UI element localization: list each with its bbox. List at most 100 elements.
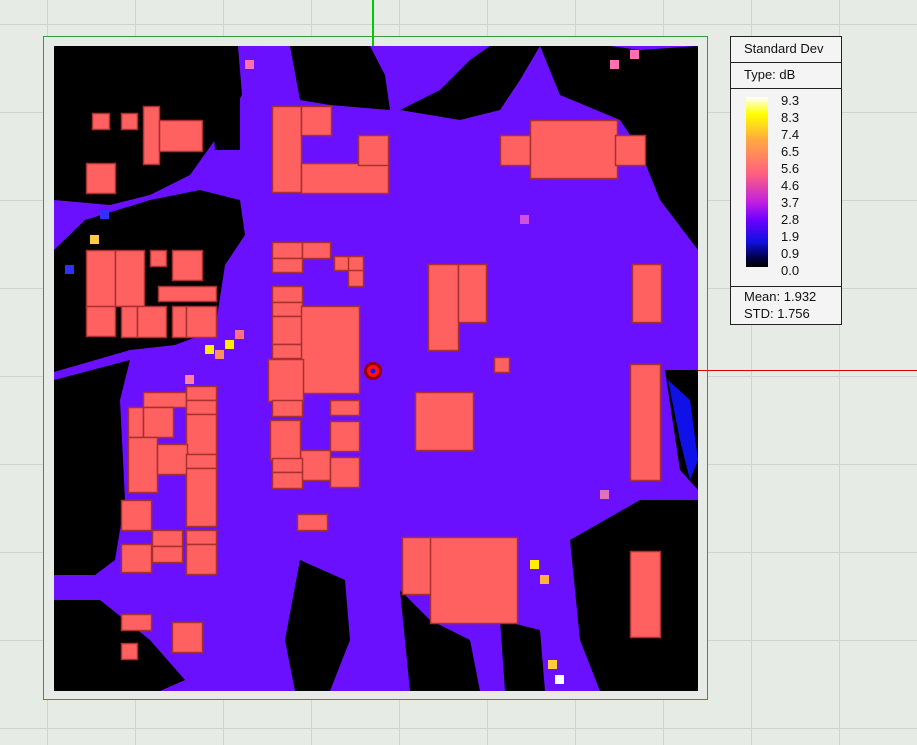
building xyxy=(136,305,168,339)
hotspot-cell xyxy=(520,215,529,224)
legend-tick: 3.7 xyxy=(781,195,800,210)
building xyxy=(114,249,146,308)
building xyxy=(333,255,351,272)
building xyxy=(91,112,111,131)
building xyxy=(329,456,361,489)
building xyxy=(357,134,390,167)
building xyxy=(157,285,218,303)
building xyxy=(271,343,304,360)
legend-tick: 2.8 xyxy=(781,212,800,227)
building xyxy=(529,119,619,180)
building xyxy=(185,529,218,546)
building xyxy=(171,305,188,339)
no-coverage-region xyxy=(285,560,350,691)
hotspot-cell xyxy=(185,375,194,384)
building xyxy=(631,263,663,324)
legend-stats: Mean: 1.932 STD: 1.756 xyxy=(731,286,841,322)
hotspot-cell xyxy=(235,330,244,339)
legend-tick: 1.9 xyxy=(781,229,800,244)
building xyxy=(85,162,117,195)
legend-tick: 0.9 xyxy=(781,246,800,261)
no-coverage-region xyxy=(500,620,545,691)
hotspot-cell xyxy=(205,345,214,354)
building xyxy=(151,545,184,564)
building xyxy=(185,453,218,470)
crosshair-vertical xyxy=(372,0,374,46)
building xyxy=(171,249,204,282)
legend-tick: 8.3 xyxy=(781,110,800,125)
building xyxy=(271,241,304,260)
no-coverage-region xyxy=(54,600,185,691)
building xyxy=(329,420,361,453)
hotspot-cell xyxy=(90,235,99,244)
hotspot-cell xyxy=(530,560,539,569)
building xyxy=(185,385,218,402)
hotspot-cell xyxy=(540,575,549,584)
building xyxy=(401,536,434,596)
building xyxy=(629,363,662,482)
legend-panel: Standard Dev Type: dB 9.3 8.3 7.4 6.5 5.… xyxy=(730,36,842,325)
building xyxy=(457,263,488,324)
transmitter-marker-icon xyxy=(370,368,376,374)
building xyxy=(269,419,302,462)
building xyxy=(271,457,304,474)
building xyxy=(267,358,305,403)
building xyxy=(300,305,361,395)
no-coverage-region xyxy=(400,46,540,120)
no-coverage-region xyxy=(210,90,240,150)
building xyxy=(271,301,304,318)
building xyxy=(614,134,647,167)
legend-ticks: 9.3 8.3 7.4 6.5 5.6 4.6 3.7 2.8 1.9 0.9 … xyxy=(781,92,799,279)
building xyxy=(85,249,117,310)
no-coverage-region xyxy=(400,590,480,691)
building xyxy=(185,413,218,456)
building xyxy=(271,285,304,304)
hotspot-cell xyxy=(610,60,619,69)
building xyxy=(271,315,304,346)
building xyxy=(120,543,153,574)
hotspot-cell xyxy=(600,490,609,499)
legend-mean: Mean: 1.932 xyxy=(744,289,817,304)
building xyxy=(185,305,218,339)
building xyxy=(271,105,303,194)
building xyxy=(493,356,511,374)
building xyxy=(300,162,390,195)
hotspot-cell xyxy=(65,265,74,274)
coverage-map[interactable] xyxy=(54,46,698,691)
building xyxy=(142,391,188,409)
building xyxy=(271,471,304,490)
building xyxy=(120,112,139,131)
building xyxy=(329,399,361,417)
building xyxy=(120,499,153,532)
no-coverage-region xyxy=(540,46,698,250)
building xyxy=(301,241,332,260)
crosshair-horizontal xyxy=(698,370,917,371)
building xyxy=(185,399,218,416)
building xyxy=(171,621,204,654)
building xyxy=(142,105,161,166)
building xyxy=(127,406,145,439)
low-signal-region xyxy=(668,380,698,480)
hotspot-cell xyxy=(555,675,564,684)
building xyxy=(296,513,329,532)
building xyxy=(271,399,304,418)
building xyxy=(142,406,175,439)
building xyxy=(158,119,204,153)
hotspot-cell xyxy=(225,340,234,349)
building xyxy=(120,613,153,632)
building xyxy=(185,543,218,576)
building xyxy=(120,305,139,339)
building xyxy=(347,269,365,288)
building xyxy=(499,134,532,167)
hotspot-cell xyxy=(245,60,254,69)
legend-tick: 0.0 xyxy=(781,263,800,278)
hotspot-cell xyxy=(215,350,224,359)
building xyxy=(271,257,304,274)
legend-tick: 7.4 xyxy=(781,127,800,142)
no-coverage-region xyxy=(54,360,130,575)
hotspot-cell xyxy=(100,210,109,219)
legend-std: STD: 1.756 xyxy=(744,306,810,321)
legend-tick: 6.5 xyxy=(781,144,800,159)
building xyxy=(127,436,159,494)
building xyxy=(300,105,333,137)
